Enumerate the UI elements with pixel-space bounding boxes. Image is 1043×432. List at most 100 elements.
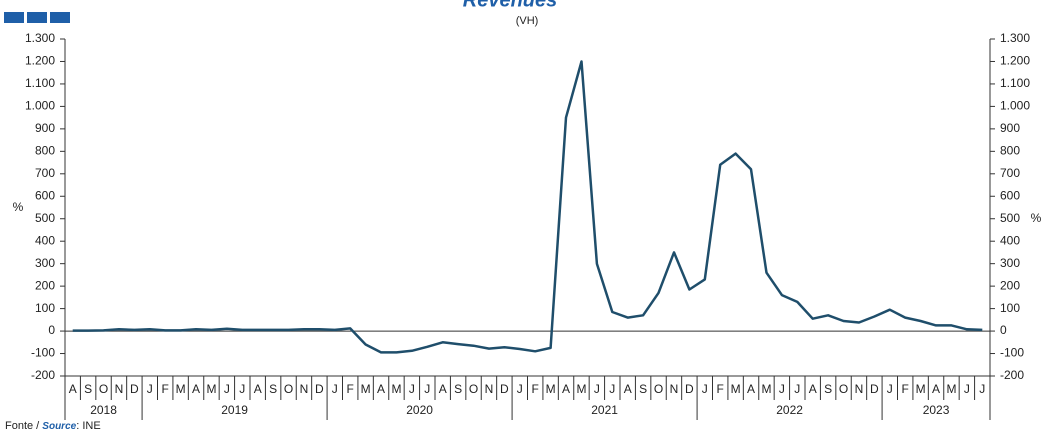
x-tick-label: M (576, 382, 586, 396)
x-tick-label: O (654, 382, 663, 396)
x-year-label: 2022 (776, 403, 803, 417)
x-tick-label: J (224, 382, 230, 396)
logo (4, 12, 70, 23)
y-tick-label: 800 (35, 144, 55, 158)
y2-tick-label: 700 (1000, 166, 1020, 180)
x-tick-label: N (855, 382, 864, 396)
y2-tick-label: -200 (1000, 368, 1024, 382)
y2-axis-label: % (1031, 211, 1042, 225)
x-year-label: 2020 (406, 403, 433, 417)
x-tick-label: A (624, 382, 632, 396)
y2-tick-label: 400 (1000, 233, 1020, 247)
y-tick-label: 500 (35, 211, 55, 225)
x-tick-label: D (500, 382, 509, 396)
x-tick-label: A (377, 382, 385, 396)
x-tick-label: M (361, 382, 371, 396)
x-tick-label: N (300, 382, 309, 396)
y2-tick-label: 500 (1000, 211, 1020, 225)
y2-tick-label: 300 (1000, 256, 1020, 270)
x-tick-label: A (192, 382, 200, 396)
x-tick-label: A (932, 382, 940, 396)
x-tick-label: O (469, 382, 478, 396)
y2-tick-label: 600 (1000, 188, 1020, 202)
x-tick-label: N (115, 382, 124, 396)
x-tick-label: A (809, 382, 817, 396)
x-tick-label: D (130, 382, 139, 396)
y-tick-label: 600 (35, 188, 55, 202)
x-tick-label: O (839, 382, 848, 396)
x-tick-label: J (794, 382, 800, 396)
x-tick-label: O (284, 382, 293, 396)
x-tick-label: D (315, 382, 324, 396)
x-tick-label: A (439, 382, 447, 396)
y-tick-label: 1.000 (25, 99, 55, 113)
y2-tick-label: 1.000 (1000, 99, 1030, 113)
x-tick-label: J (979, 382, 985, 396)
data-line (72, 60, 983, 354)
y-tick-label: 200 (35, 278, 55, 292)
y2-tick-label: 0 (1000, 323, 1007, 337)
y2-tick-label: 800 (1000, 144, 1020, 158)
x-tick-label: J (594, 382, 600, 396)
x-tick-label: O (99, 382, 108, 396)
y-tick-label: -200 (31, 368, 55, 382)
x-tick-label: M (176, 382, 186, 396)
x-tick-label: M (206, 382, 216, 396)
source-prefix: Fonte / (5, 420, 42, 432)
y2-tick-label: 200 (1000, 278, 1020, 292)
x-tick-label: M (916, 382, 926, 396)
source-suffix: : INE (76, 420, 100, 432)
y-tick-label: 0 (48, 323, 55, 337)
chart-subtitle: (VH) (516, 15, 539, 27)
x-tick-label: J (702, 382, 708, 396)
x-tick-label: N (485, 382, 494, 396)
x-year-label: 2018 (90, 403, 117, 417)
y-tick-label: 700 (35, 166, 55, 180)
x-tick-label: N (670, 382, 679, 396)
x-tick-label: A (69, 382, 77, 396)
y-tick-label: 1.100 (25, 76, 55, 90)
x-tick-label: F (532, 382, 539, 396)
x-tick-label: S (454, 382, 462, 396)
x-tick-label: F (347, 382, 354, 396)
x-tick-label: M (546, 382, 556, 396)
x-tick-label: A (747, 382, 755, 396)
x-tick-label: M (391, 382, 401, 396)
x-tick-label: M (761, 382, 771, 396)
x-tick-label: A (562, 382, 570, 396)
y2-tick-label: 900 (1000, 121, 1020, 135)
x-tick-label: J (964, 382, 970, 396)
x-tick-label: D (685, 382, 694, 396)
y2-tick-label: 100 (1000, 301, 1020, 315)
x-tick-label: J (424, 382, 430, 396)
y-tick-label: 1.300 (25, 31, 55, 45)
x-tick-label: F (902, 382, 909, 396)
y2-tick-label: 1.200 (1000, 54, 1030, 68)
y-tick-label: 900 (35, 121, 55, 135)
x-tick-label: S (824, 382, 832, 396)
source-term: Source (42, 421, 76, 432)
x-tick-label: J (332, 382, 338, 396)
x-tick-label: J (779, 382, 785, 396)
y-axis-label: % (13, 200, 24, 214)
x-year-label: 2019 (221, 403, 248, 417)
chart-title: Revenues (463, 0, 558, 11)
y2-tick-label: 1.100 (1000, 76, 1030, 90)
y-tick-label: -100 (31, 346, 55, 360)
x-tick-label: D (870, 382, 879, 396)
y2-tick-label: 1.300 (1000, 31, 1030, 45)
x-tick-label: S (269, 382, 277, 396)
x-tick-label: F (717, 382, 724, 396)
x-tick-label: A (254, 382, 262, 396)
x-year-label: 2023 (923, 403, 950, 417)
x-tick-label: J (239, 382, 245, 396)
x-tick-label: J (409, 382, 415, 396)
x-tick-label: M (946, 382, 956, 396)
x-tick-label: S (84, 382, 92, 396)
x-tick-label: J (147, 382, 153, 396)
x-tick-label: J (609, 382, 615, 396)
y-tick-label: 100 (35, 301, 55, 315)
y-tick-label: 300 (35, 256, 55, 270)
y2-tick-label: -100 (1000, 346, 1024, 360)
